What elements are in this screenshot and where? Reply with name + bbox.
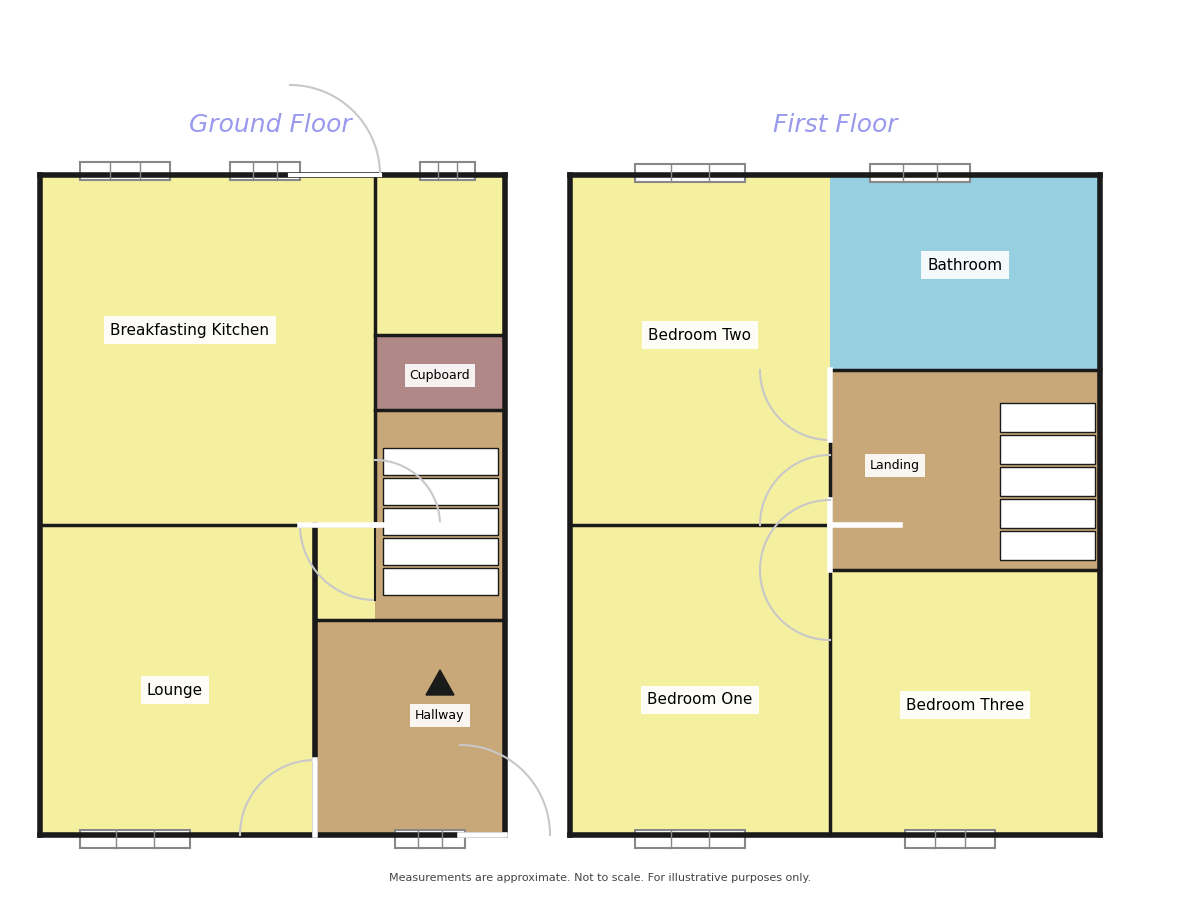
- Text: Bedroom One: Bedroom One: [647, 692, 752, 707]
- Bar: [40, 175, 505, 525]
- Bar: [1000, 403, 1096, 432]
- Polygon shape: [426, 670, 454, 695]
- Text: Lounge: Lounge: [146, 682, 203, 698]
- Bar: [420, 162, 475, 180]
- Bar: [905, 830, 995, 848]
- Text: Breakfasting Kitchen: Breakfasting Kitchen: [110, 322, 270, 338]
- Bar: [383, 538, 498, 565]
- Text: Landing: Landing: [870, 458, 920, 472]
- Bar: [80, 830, 190, 848]
- Bar: [1000, 467, 1096, 496]
- Text: Cupboard: Cupboard: [409, 368, 470, 382]
- Bar: [830, 370, 1100, 570]
- Bar: [80, 162, 170, 180]
- Bar: [383, 568, 498, 595]
- Bar: [374, 410, 505, 620]
- Bar: [830, 570, 1100, 835]
- Text: Ground Floor: Ground Floor: [188, 113, 352, 137]
- Bar: [1000, 499, 1096, 528]
- Bar: [870, 164, 970, 182]
- Bar: [374, 335, 505, 410]
- Text: First Floor: First Floor: [773, 113, 898, 137]
- Bar: [383, 448, 498, 475]
- Bar: [383, 508, 498, 535]
- Bar: [383, 478, 498, 505]
- Bar: [635, 830, 745, 848]
- Bar: [230, 162, 300, 180]
- Text: Hallway: Hallway: [415, 708, 464, 722]
- Bar: [314, 620, 505, 835]
- Bar: [40, 525, 374, 835]
- Text: Bedroom Three: Bedroom Three: [906, 698, 1024, 713]
- Bar: [635, 164, 745, 182]
- Bar: [1000, 531, 1096, 560]
- Text: Bathroom: Bathroom: [928, 257, 1002, 273]
- Text: Measurements are approximate. Not to scale. For illustrative purposes only.: Measurements are approximate. Not to sca…: [389, 873, 811, 883]
- Bar: [1000, 435, 1096, 464]
- Text: Bedroom Two: Bedroom Two: [648, 328, 751, 343]
- Bar: [570, 525, 830, 835]
- Bar: [830, 175, 1100, 370]
- Bar: [395, 830, 466, 848]
- Bar: [570, 175, 830, 525]
